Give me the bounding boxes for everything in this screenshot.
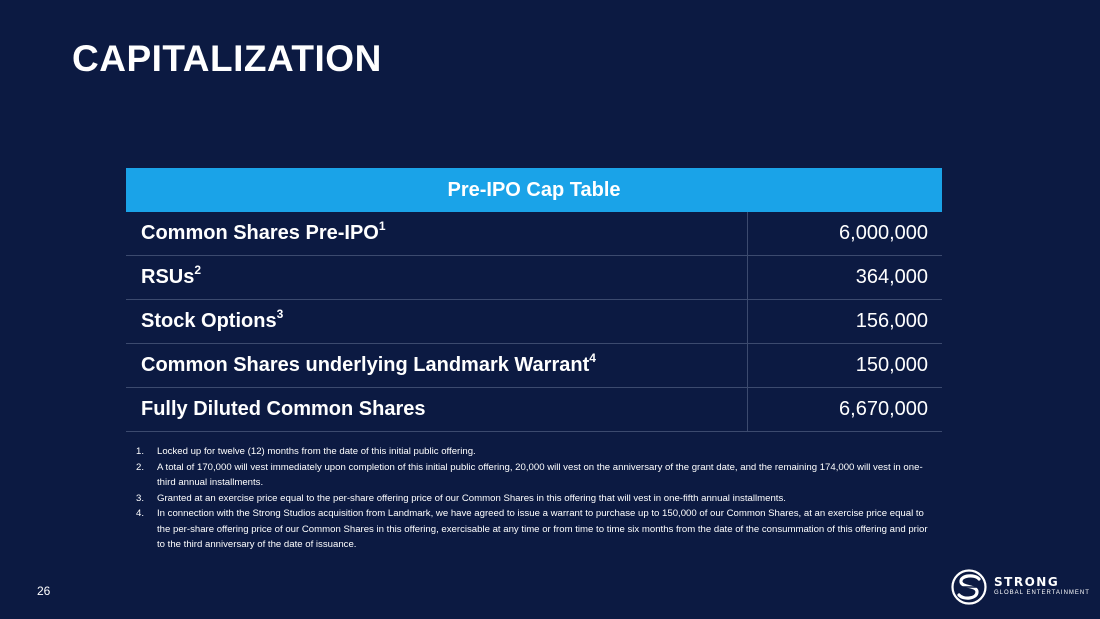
footnote-item: 3. Granted at an exercise price equal to … bbox=[136, 492, 786, 504]
footnotes: 1. Locked up for twelve (12) months from … bbox=[136, 444, 936, 553]
cap-table: Pre-IPO Cap Table Common Shares Pre-IPO1… bbox=[126, 168, 942, 432]
table-row: Stock Options3 156,000 bbox=[126, 299, 942, 344]
row-value: 6,670,000 bbox=[747, 387, 942, 432]
row-label: Common Shares Pre-IPO1 bbox=[126, 212, 748, 256]
row-value: 6,000,000 bbox=[747, 212, 942, 256]
row-value: 156,000 bbox=[747, 299, 942, 344]
table-row-total: Fully Diluted Common Shares 6,670,000 bbox=[126, 387, 942, 432]
row-label: Fully Diluted Common Shares bbox=[126, 387, 748, 432]
footnote-item: 4. In connection with the Strong Studios … bbox=[136, 508, 928, 550]
footnote-ref: 1 bbox=[378, 219, 386, 233]
footnote-item: 2. A total of 170,000 will vest immediate… bbox=[136, 461, 923, 489]
row-value: 150,000 bbox=[747, 343, 942, 388]
footnote-item: 1. Locked up for twelve (12) months from … bbox=[136, 446, 476, 457]
page-title: CAPITALIZATION bbox=[72, 38, 382, 79]
row-label: Stock Options3 bbox=[126, 299, 748, 344]
footnote-ref: 2 bbox=[194, 263, 202, 277]
brand-name: STRONG bbox=[994, 575, 1060, 589]
table-row: Common Shares Pre-IPO1 6,000,000 bbox=[126, 212, 942, 256]
brand-logo: STRONG GLOBAL ENTERTAINMENT bbox=[950, 568, 1089, 608]
footnote-ref: 4 bbox=[589, 351, 596, 365]
row-label: RSUs2 bbox=[126, 255, 748, 300]
row-label: Common Shares underlying Landmark Warran… bbox=[126, 343, 748, 388]
page-number: 26 bbox=[37, 584, 51, 598]
row-value: 364,000 bbox=[747, 255, 942, 300]
brand-subtitle: GLOBAL ENTERTAINMENT bbox=[994, 590, 1090, 596]
table-header-row: Pre-IPO Cap Table bbox=[126, 168, 942, 212]
table-row: RSUs2 364,000 bbox=[126, 255, 942, 300]
table-header: Pre-IPO Cap Table bbox=[126, 168, 942, 212]
footnote-ref: 3 bbox=[276, 307, 284, 321]
globe-s-icon bbox=[951, 569, 987, 605]
table-row: Common Shares underlying Landmark Warran… bbox=[126, 343, 942, 388]
